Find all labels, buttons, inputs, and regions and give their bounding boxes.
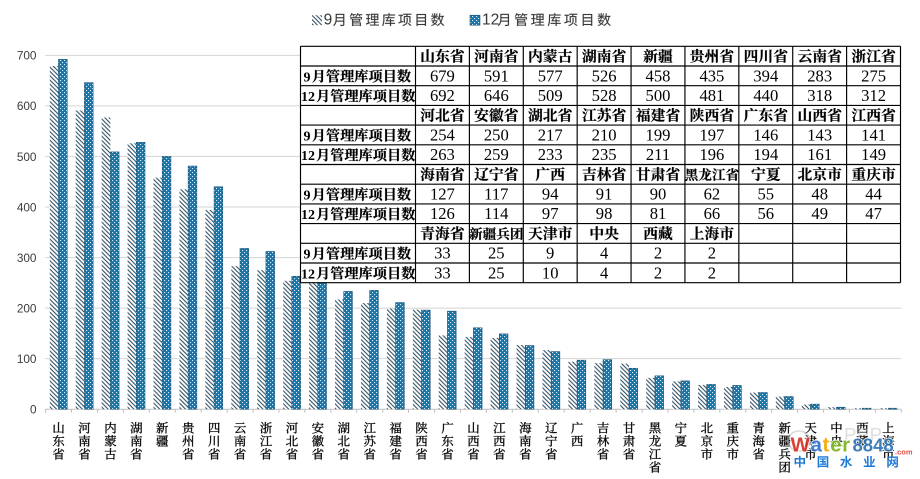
svg-text:9: 9 (304, 129, 311, 144)
svg-text:500: 500 (646, 86, 671, 105)
svg-text:526: 526 (592, 66, 617, 85)
svg-text:679: 679 (430, 66, 455, 85)
svg-text:10: 10 (542, 263, 559, 282)
svg-text:81: 81 (650, 204, 667, 223)
svg-text:117: 117 (484, 185, 508, 204)
svg-text:2: 2 (708, 244, 716, 263)
svg-text:235: 235 (592, 145, 617, 164)
svg-text:2: 2 (708, 263, 716, 282)
svg-text:2: 2 (654, 244, 662, 263)
svg-text:127: 127 (430, 185, 455, 204)
svg-text:33: 33 (434, 244, 451, 263)
svg-text:263: 263 (430, 145, 455, 164)
svg-text:98: 98 (596, 204, 613, 223)
svg-text:12: 12 (301, 267, 315, 282)
svg-text:194: 194 (753, 145, 779, 164)
svg-text:126: 126 (430, 204, 455, 223)
svg-text:141: 141 (861, 125, 886, 144)
svg-text:t: t (823, 434, 830, 457)
svg-text:440: 440 (753, 86, 778, 105)
svg-text:591: 591 (484, 66, 509, 85)
svg-text:197: 197 (699, 125, 724, 144)
svg-text:66: 66 (704, 204, 721, 223)
svg-text:210: 210 (592, 125, 617, 144)
svg-text:435: 435 (699, 66, 724, 85)
svg-text:9: 9 (304, 189, 311, 204)
svg-text:254: 254 (430, 125, 456, 144)
svg-text:577: 577 (538, 66, 563, 85)
svg-text:500: 500 (17, 150, 37, 164)
svg-text:114: 114 (484, 204, 509, 223)
svg-text:9: 9 (324, 12, 333, 29)
svg-text:692: 692 (430, 86, 455, 105)
svg-text:55: 55 (758, 185, 775, 204)
svg-text:146: 146 (753, 125, 778, 144)
svg-text:250: 250 (484, 125, 509, 144)
svg-text:400: 400 (17, 200, 37, 214)
svg-text:149: 149 (861, 145, 886, 164)
svg-text:47: 47 (865, 204, 882, 223)
svg-text:318: 318 (807, 86, 832, 105)
svg-text:90: 90 (650, 185, 667, 204)
svg-text:12: 12 (301, 90, 315, 105)
svg-text:509: 509 (538, 86, 563, 105)
svg-text:48: 48 (811, 185, 828, 204)
svg-text:394: 394 (753, 66, 779, 85)
svg-text:33: 33 (434, 263, 451, 282)
svg-text:62: 62 (704, 185, 721, 204)
svg-text:283: 283 (807, 66, 832, 85)
svg-text:94: 94 (542, 185, 559, 204)
svg-text:12: 12 (301, 149, 315, 164)
svg-text:25: 25 (488, 244, 505, 263)
svg-text:44: 44 (865, 185, 882, 204)
svg-text:211: 211 (646, 145, 670, 164)
svg-text:r: r (842, 434, 850, 457)
svg-text:196: 196 (699, 145, 724, 164)
svg-text:259: 259 (484, 145, 509, 164)
svg-text:2: 2 (654, 263, 662, 282)
svg-text:200: 200 (17, 301, 37, 315)
svg-text:646: 646 (484, 86, 509, 105)
svg-text:91: 91 (596, 185, 613, 204)
svg-text:300: 300 (17, 251, 37, 265)
svg-text:312: 312 (861, 86, 886, 105)
svg-text:49: 49 (811, 204, 828, 223)
svg-text:275: 275 (861, 66, 886, 85)
svg-text:600: 600 (17, 99, 37, 113)
svg-text:12: 12 (482, 12, 499, 29)
svg-text:97: 97 (542, 204, 559, 223)
svg-text:PPP: PPP (844, 424, 883, 445)
svg-text:199: 199 (646, 125, 671, 144)
svg-text:0: 0 (30, 403, 37, 417)
svg-text:12: 12 (301, 208, 315, 223)
svg-text:9: 9 (546, 244, 554, 263)
svg-text:143: 143 (807, 125, 832, 144)
svg-text:e: e (830, 434, 841, 457)
svg-text:a: a (811, 434, 823, 457)
svg-text:233: 233 (538, 145, 563, 164)
svg-text:161: 161 (807, 145, 832, 164)
svg-text:8848: 8848 (853, 435, 894, 456)
svg-text:56: 56 (758, 204, 775, 223)
svg-text:W: W (791, 434, 811, 457)
svg-text:481: 481 (699, 86, 724, 105)
svg-text:458: 458 (646, 66, 671, 85)
svg-text:.com: .com (895, 448, 913, 457)
svg-text:217: 217 (538, 125, 563, 144)
svg-text:4: 4 (600, 244, 609, 263)
svg-text:25: 25 (488, 263, 505, 282)
svg-text:528: 528 (592, 86, 617, 105)
svg-text:100: 100 (17, 352, 37, 366)
svg-text:4: 4 (600, 263, 609, 282)
svg-text:9: 9 (304, 70, 311, 85)
svg-text:9: 9 (304, 248, 311, 263)
svg-text:700: 700 (17, 49, 37, 63)
